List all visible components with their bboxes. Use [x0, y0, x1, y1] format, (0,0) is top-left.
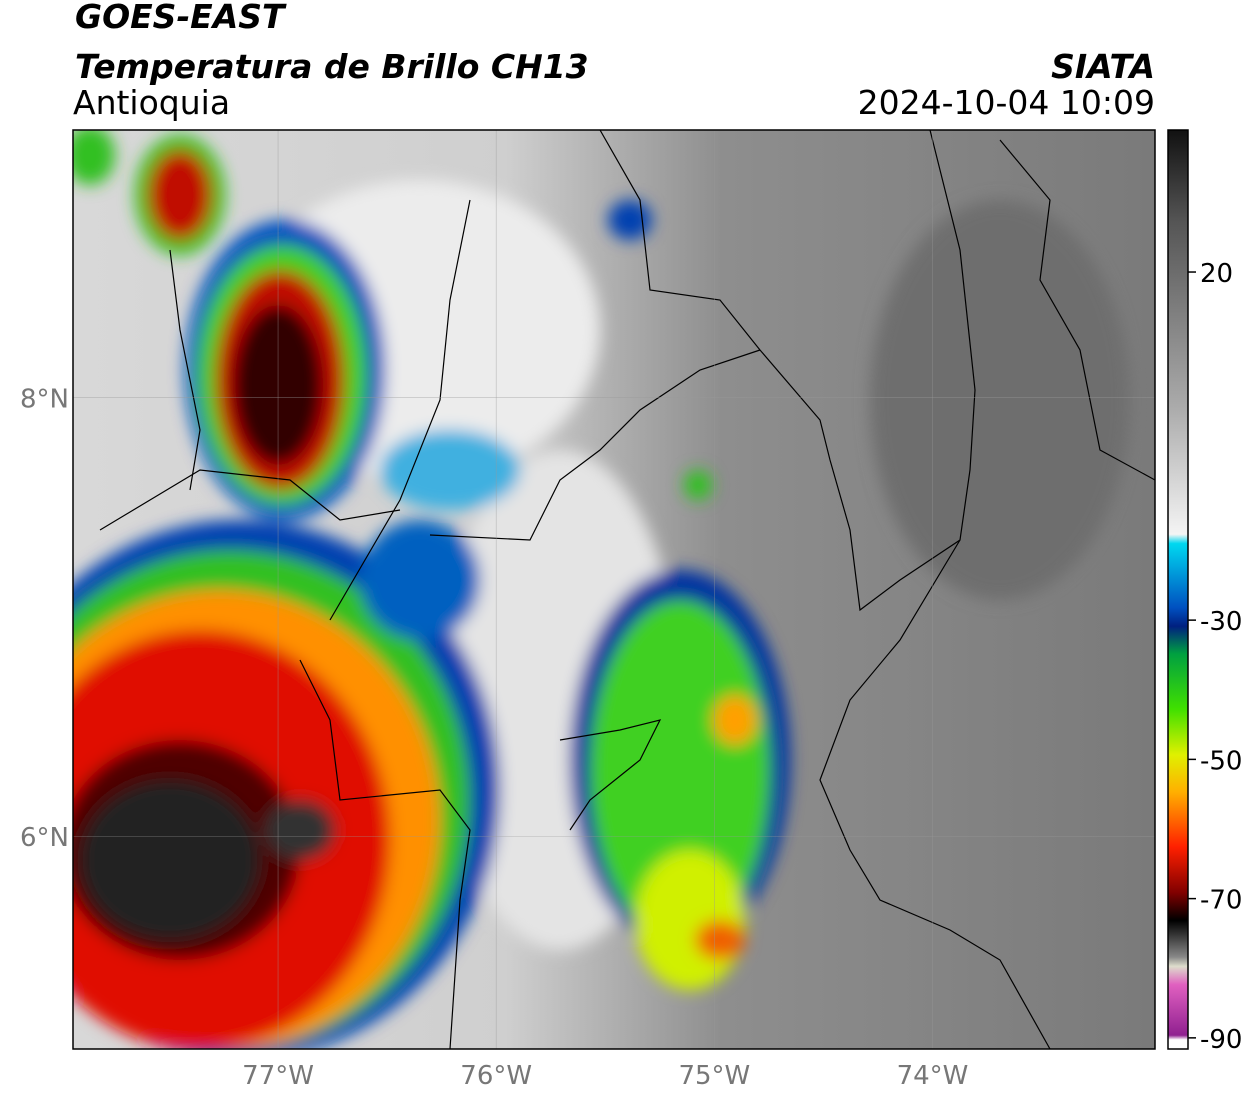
region: Antioquia: [73, 83, 230, 122]
title: GOES-EAST: [75, 0, 287, 36]
boundaries: [99, 130, 1155, 1049]
subtitle: Temperatura de Brillo CH13: [75, 47, 589, 86]
source: SIATA: [1051, 47, 1155, 86]
lon-tick-label: 74°W: [897, 1061, 969, 1091]
lat-tick-label: 8°N: [20, 385, 69, 415]
colorbar-tick-label: 20: [1200, 259, 1233, 289]
lon-tick-label: 76°W: [460, 1061, 532, 1091]
colorbar: [1167, 129, 1189, 1050]
map-frame: [72, 129, 1156, 1050]
lat-tick-label: 6°N: [20, 823, 69, 853]
lon-tick-label: 77°W: [242, 1061, 314, 1091]
colorbar-tick-label: -70: [1200, 886, 1242, 916]
colorbar-tick-label: -90: [1200, 1025, 1242, 1055]
colorbar-tick-label: -50: [1200, 746, 1242, 776]
imagery: [73, 130, 1155, 1049]
lon-tick-label: 75°W: [678, 1061, 750, 1091]
colorbar-tick-label: -30: [1200, 607, 1242, 637]
datetime: 2024-10-04 10:09: [858, 83, 1155, 122]
